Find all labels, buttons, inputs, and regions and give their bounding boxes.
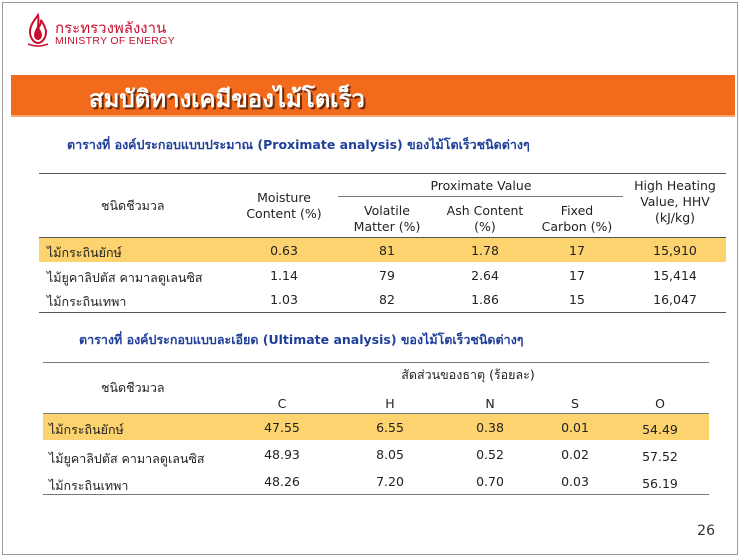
- table2-row1-s: 0.01: [561, 420, 589, 435]
- table2-highlight-row: [43, 414, 709, 440]
- table1-header-ash: Ash Content (%): [446, 203, 524, 234]
- table2-header-n: N: [485, 396, 495, 411]
- table2-row2-n: 0.52: [476, 447, 504, 462]
- table1-top-rule: [39, 173, 726, 174]
- table1-row2-moisture: 1.14: [270, 268, 298, 283]
- table1-row1-volatile: 81: [379, 243, 395, 258]
- table2-row2-s: 0.02: [561, 447, 589, 462]
- table1-row3-ash: 1.86: [471, 292, 499, 307]
- table1-row1-hhv: 15,910: [653, 243, 697, 258]
- table1-header-rule: [39, 237, 726, 238]
- table1-caption: ตารางที่ องค์ประกอบแบบประมาณ (Proximate …: [67, 137, 530, 152]
- table1-row1-fixed: 17: [569, 243, 585, 258]
- table1-row2-name: ไม้ยูคาลิปตัส คามาลดูเลนซิส: [47, 270, 203, 285]
- table2-header-biomass: ชนิดชีวมวล: [101, 380, 165, 395]
- table1-header-hhv: High Heating Value, HHV (kJ/kg): [634, 178, 716, 225]
- table2-header-c: C: [277, 396, 287, 411]
- logo-english-name: MINISTRY OF ENERGY: [55, 35, 175, 47]
- title-band: สมบัติทางเคมีของไม้โตเร็ว: [11, 75, 735, 117]
- table1-header-volatile: Volatile Matter (%): [353, 203, 421, 234]
- table1-row1-moisture: 0.63: [270, 243, 298, 258]
- table1-row3-fixed: 15: [569, 292, 585, 307]
- table2-header-ratio: สัดส่วนของธาตุ (ร้อยละ): [401, 367, 535, 382]
- table2-row1-name: ไม้กระถินยักษ์: [49, 422, 124, 437]
- table1-row3-name: ไม้กระถินเทพา: [47, 294, 127, 309]
- table1-row1-ash: 1.78: [471, 243, 499, 258]
- logo-thai-name: กระทรวงพลังงาน: [55, 19, 167, 37]
- table2-row2-name: ไม้ยูคาลิปตัส คามาลดูเลนซิส: [49, 451, 205, 466]
- table2-row3-h: 7.20: [376, 474, 404, 489]
- table1-row2-fixed: 17: [569, 268, 585, 283]
- table2-top-rule: [43, 362, 709, 363]
- table1-group-rule: [338, 196, 623, 197]
- page-number: 26: [697, 523, 715, 539]
- table2-header-rule: [43, 413, 709, 414]
- table2-row3-c: 48.26: [264, 474, 300, 489]
- table1-row3-moisture: 1.03: [270, 292, 298, 307]
- table2-row1-c: 47.55: [264, 420, 300, 435]
- table2-row3-name: ไม้กระถินเทพา: [49, 478, 129, 493]
- table2-row2-c: 48.93: [264, 447, 300, 462]
- table2-row3-o: 56.19: [642, 476, 678, 491]
- table2-header-s: S: [571, 396, 579, 411]
- table1-row2-hhv: 15,414: [653, 268, 697, 283]
- table1-row2-ash: 2.64: [471, 268, 499, 283]
- table2-header-h: H: [385, 396, 395, 411]
- table1-header-fixed: Fixed Carbon (%): [541, 203, 613, 234]
- table2-row2-h: 8.05: [376, 447, 404, 462]
- table1-row3-volatile: 82: [379, 292, 395, 307]
- table2-row2-o: 57.52: [642, 449, 678, 464]
- ministry-logo: กระทรวงพลังงาน MINISTRY OF ENERGY: [25, 13, 225, 53]
- table1-row1-name: ไม้กระถินยักษ์: [47, 245, 122, 260]
- table2-row3-s: 0.03: [561, 474, 589, 489]
- table1-header-moisture: Moisture Content (%): [246, 190, 322, 221]
- table2-bottom-rule: [43, 494, 709, 495]
- table2-row1-o: 54.49: [642, 422, 678, 437]
- table1-header-proximate: Proximate Value: [430, 178, 532, 193]
- table2-row3-n: 0.70: [476, 474, 504, 489]
- table2-row1-n: 0.38: [476, 420, 504, 435]
- table1-header-biomass: ชนิดชีวมวล: [101, 198, 165, 213]
- table2-caption: ตารางที่ องค์ประกอบแบบละเอียด (Ultimate …: [79, 332, 524, 347]
- table1-row3-hhv: 16,047: [653, 292, 697, 307]
- table1-bottom-rule: [39, 312, 726, 313]
- table1-highlight-row: [39, 238, 726, 262]
- table2-header-o: O: [655, 396, 665, 411]
- table1-row2-volatile: 79: [379, 268, 395, 283]
- table2-row1-h: 6.55: [376, 420, 404, 435]
- slide-title: สมบัติทางเคมีของไม้โตเร็ว: [89, 85, 365, 113]
- flame-logo-icon: [27, 13, 49, 47]
